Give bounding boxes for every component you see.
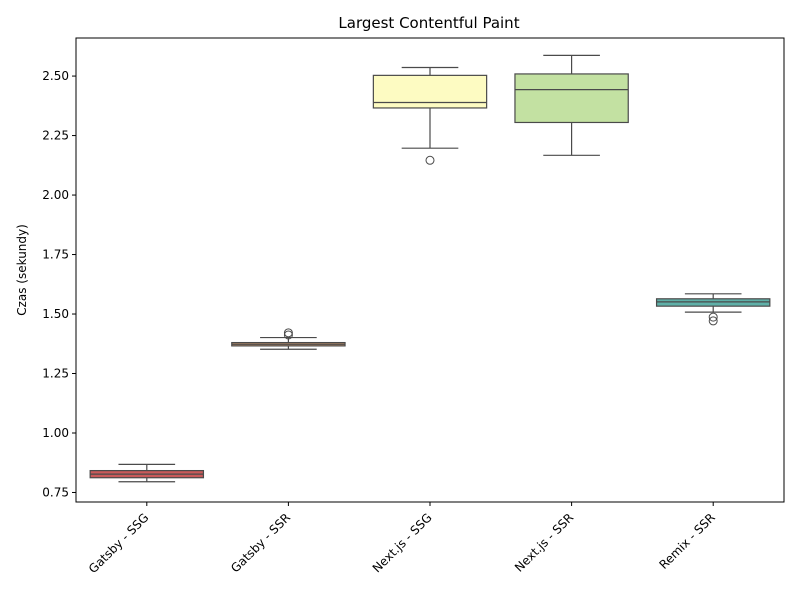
x-tick-label: Gatsby - SSG <box>86 510 152 576</box>
plot-area <box>89 54 771 483</box>
y-axis-label: Czas (sekundy) <box>15 224 29 316</box>
y-tick-label: 2.50 <box>42 69 69 83</box>
box-remix-ssr <box>655 293 771 326</box>
y-tick-label: 0.75 <box>42 485 69 499</box>
chart-title: Largest Contentful Paint <box>338 14 519 32</box>
y-tick-label: 1.00 <box>42 426 69 440</box>
box-next-js-ssg <box>372 66 488 165</box>
outlier-point <box>283 330 293 340</box>
x-tick-label: Next.js - SSR <box>512 510 576 574</box>
x-tick-label: Remix - SSR <box>656 510 717 571</box>
box-gatsby-ssr <box>231 328 346 350</box>
box-gatsby-ssg <box>89 463 205 483</box>
y-tick-label: 2.25 <box>42 129 69 143</box>
y-tick-label: 1.50 <box>42 307 69 321</box>
outlier-point <box>708 312 718 322</box>
outlier-point <box>708 316 718 326</box>
y-tick-label: 2.00 <box>42 188 69 202</box>
box-body <box>514 73 629 124</box>
box-next-js-ssr <box>514 54 629 156</box>
x-tick-label: Gatsby - SSR <box>228 510 293 575</box>
x-tick-label: Next.js - SSG <box>370 510 435 575</box>
outlier-point <box>283 328 293 338</box>
y-tick-label: 1.75 <box>42 248 69 262</box>
outlier-point <box>425 155 435 165</box>
y-tick-label: 1.25 <box>42 367 69 381</box>
